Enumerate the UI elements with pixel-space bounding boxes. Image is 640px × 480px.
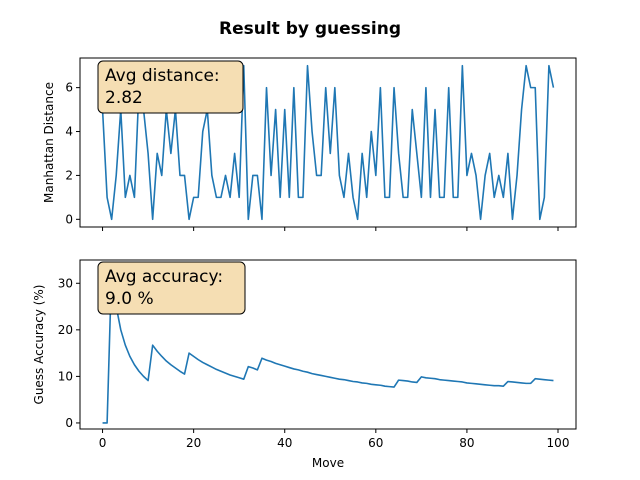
distance-y-tick-label: 0 (65, 212, 73, 226)
accuracy-series-line (102, 267, 554, 424)
distance-series-line (101, 64, 555, 221)
distance-y-tick-label: 4 (65, 125, 73, 139)
accuracy-plot-frame (79, 259, 577, 430)
accuracy-panel: 0 20 40 60 80 100 0 10 20 30 Avg accuracy: 9.0 %… (32, 259, 577, 470)
avg-accuracy-label: Avg accuracy: (105, 267, 223, 287)
accuracy-x-tick-label: 60 (368, 436, 383, 450)
distance-y-tick-label: 2 (65, 168, 73, 182)
distance-panel: 0 2 4 6 Avg distance: 2.82 Manhattan Distan… (42, 57, 577, 231)
accuracy-y-tick-label: 10 (58, 369, 73, 383)
accuracy-y-tick-label: 20 (58, 323, 73, 337)
avg-distance-box-background (97, 60, 244, 114)
avg-distance-label: Avg distance: (105, 66, 220, 86)
avg-accuracy-value: 9.0 % (105, 289, 154, 309)
accuracy-x-tick-label: 0 (99, 436, 107, 450)
accuracy-x-ticks: 0 20 40 60 80 100 (99, 429, 570, 450)
accuracy-y-tick-label: 0 (65, 416, 73, 430)
distance-y-tick-label: 6 (65, 81, 73, 95)
accuracy-y-tick-label: 30 (58, 276, 73, 290)
distance-x-ticks (102, 227, 559, 231)
distance-y-ticks: 0 2 4 6 (65, 81, 80, 226)
figure-title: Result by guessing (219, 19, 401, 39)
accuracy-x-tick-label: 20 (186, 436, 201, 450)
accuracy-x-axis-label: Move (312, 456, 344, 470)
accuracy-x-tick-label: 40 (277, 436, 292, 450)
avg-accuracy-box-background (97, 261, 246, 315)
avg-distance-value: 2.82 (105, 88, 143, 108)
distance-y-axis-label: Manhattan Distance (42, 82, 56, 203)
avg-distance-box: Avg distance: 2.82 (97, 60, 244, 114)
accuracy-y-axis-label: Guess Accuracy (%) (32, 285, 46, 405)
avg-accuracy-box: Avg accuracy: 9.0 % (97, 261, 246, 315)
accuracy-y-ticks: 0 10 20 30 (58, 276, 80, 430)
distance-plot-frame (79, 57, 577, 228)
accuracy-x-tick-label: 100 (547, 436, 570, 450)
accuracy-x-tick-label: 80 (459, 436, 474, 450)
